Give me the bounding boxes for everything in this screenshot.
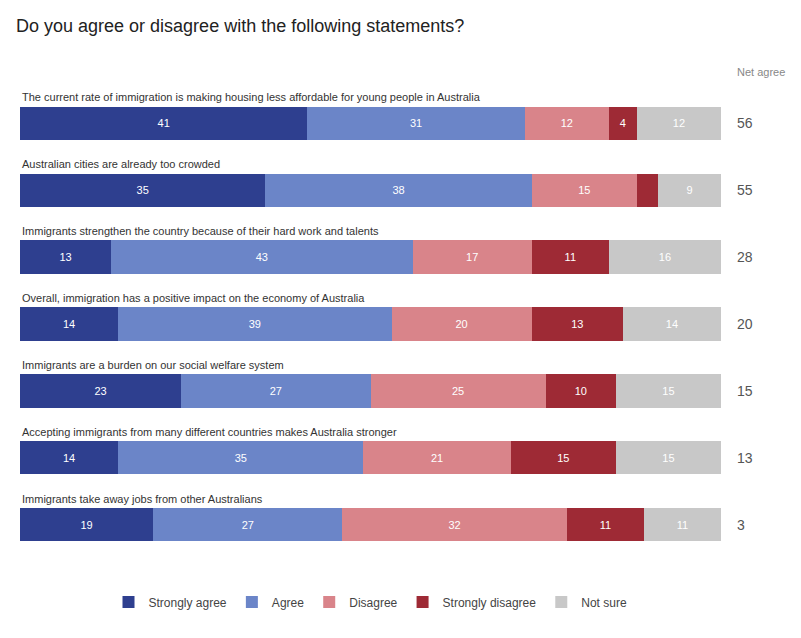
svg-text:19: 19 [80, 519, 92, 531]
svg-text:Strongly disagree: Strongly disagree [443, 596, 537, 610]
svg-text:9: 9 [686, 184, 692, 196]
svg-text:41: 41 [158, 117, 170, 129]
svg-text:15: 15 [557, 452, 569, 464]
svg-text:25: 25 [452, 385, 464, 397]
svg-text:11: 11 [677, 519, 688, 531]
svg-text:13: 13 [737, 450, 753, 466]
svg-text:15: 15 [662, 452, 674, 464]
svg-text:35: 35 [137, 184, 149, 196]
svg-text:13: 13 [571, 318, 583, 330]
svg-text:Do you agree or disagree with: Do you agree or disagree with the follow… [16, 16, 464, 36]
svg-text:23: 23 [94, 385, 106, 397]
svg-text:17: 17 [466, 251, 478, 263]
svg-text:14: 14 [666, 318, 678, 330]
svg-text:15: 15 [662, 385, 674, 397]
svg-text:Net agree: Net agree [737, 66, 785, 78]
svg-text:32: 32 [448, 519, 460, 531]
svg-text:43: 43 [256, 251, 268, 263]
svg-text:10: 10 [575, 385, 587, 397]
svg-text:12: 12 [673, 117, 685, 129]
svg-text:Immigrants are a burden on our: Immigrants are a burden on our social we… [22, 359, 284, 371]
svg-text:13: 13 [59, 251, 71, 263]
svg-text:16: 16 [659, 251, 671, 263]
svg-text:3: 3 [737, 517, 745, 533]
svg-text:20: 20 [737, 316, 753, 332]
svg-text:27: 27 [242, 519, 254, 531]
svg-text:14: 14 [63, 318, 75, 330]
svg-text:35: 35 [235, 452, 247, 464]
svg-text:Accepting immigrants from many: Accepting immigrants from many different… [22, 426, 397, 438]
svg-text:27: 27 [270, 385, 282, 397]
svg-text:11: 11 [600, 519, 611, 531]
svg-text:28: 28 [737, 249, 753, 265]
svg-text:Not sure: Not sure [581, 596, 627, 610]
svg-text:21: 21 [431, 452, 443, 464]
svg-text:Immigrants strengthen the coun: Immigrants strengthen the country becaus… [22, 225, 379, 237]
svg-text:Strongly agree: Strongly agree [149, 596, 227, 610]
svg-text:11: 11 [565, 251, 576, 263]
svg-text:39: 39 [249, 318, 261, 330]
svg-text:Overall, immigration has a pos: Overall, immigration has a positive impa… [22, 292, 365, 304]
svg-text:Disagree: Disagree [349, 596, 397, 610]
svg-text:Agree: Agree [272, 596, 304, 610]
svg-text:55: 55 [737, 182, 753, 198]
svg-text:Australian cities are already: Australian cities are already too crowde… [22, 158, 220, 170]
svg-text:12: 12 [561, 117, 573, 129]
svg-text:Immigrants take away jobs from: Immigrants take away jobs from other Aus… [22, 493, 263, 505]
svg-text:14: 14 [63, 452, 75, 464]
svg-text:56: 56 [737, 115, 753, 131]
svg-text:31: 31 [410, 117, 422, 129]
svg-text:20: 20 [456, 318, 468, 330]
svg-text:4: 4 [620, 117, 626, 129]
svg-text:The current rate of immigratio: The current rate of immigration is makin… [22, 91, 481, 103]
svg-text:38: 38 [392, 184, 404, 196]
svg-text:15: 15 [578, 184, 590, 196]
svg-text:15: 15 [737, 383, 753, 399]
